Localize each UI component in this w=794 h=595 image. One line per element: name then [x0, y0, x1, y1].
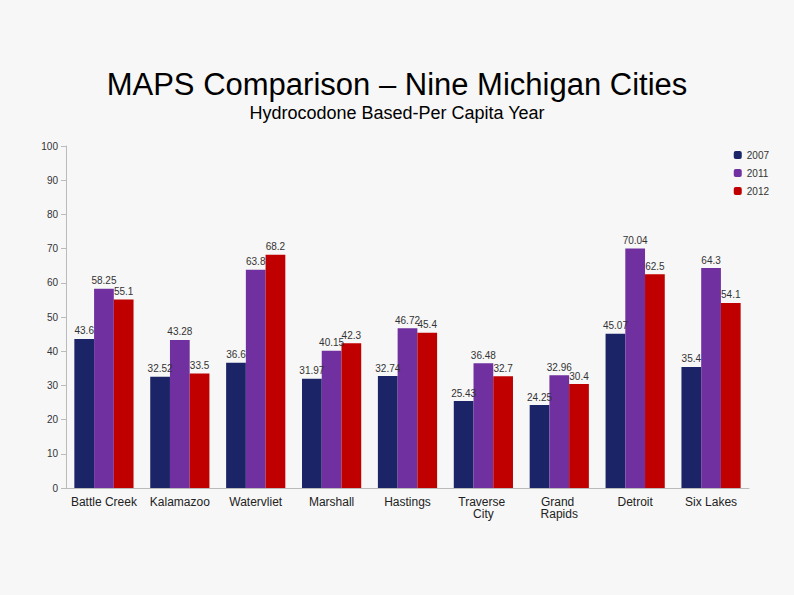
- svg-text:80: 80: [47, 209, 59, 220]
- svg-text:50: 50: [47, 312, 59, 323]
- svg-text:32.74: 32.74: [375, 363, 400, 374]
- svg-text:40.15: 40.15: [319, 337, 345, 349]
- svg-text:35.4: 35.4: [682, 353, 702, 364]
- svg-text:70.04: 70.04: [623, 235, 648, 246]
- svg-text:10: 10: [47, 448, 59, 459]
- svg-text:43.28: 43.28: [167, 326, 192, 337]
- svg-text:64.3: 64.3: [701, 255, 721, 266]
- svg-text:45.07: 45.07: [603, 320, 628, 331]
- svg-text:2012: 2012: [747, 186, 770, 197]
- svg-text:36.6: 36.6: [226, 349, 246, 360]
- svg-text:32.96: 32.96: [546, 361, 572, 373]
- svg-text:55.1: 55.1: [114, 286, 134, 297]
- svg-text:30.4: 30.4: [569, 371, 589, 382]
- svg-text:Hastings: Hastings: [384, 495, 431, 509]
- svg-text:Kalamazoo: Kalamazoo: [150, 495, 210, 509]
- svg-text:24.25: 24.25: [527, 392, 552, 403]
- svg-text:2007: 2007: [747, 150, 770, 161]
- svg-text:City: City: [473, 507, 494, 521]
- svg-text:MAPS Comparison – Nine Michiga: MAPS Comparison – Nine Michigan Cities: [107, 67, 688, 102]
- svg-text:Six Lakes: Six Lakes: [685, 495, 737, 509]
- svg-text:Battle Creek: Battle Creek: [71, 495, 138, 509]
- svg-text:Detroit: Detroit: [617, 495, 653, 509]
- svg-text:60: 60: [47, 277, 59, 288]
- svg-text:58.25: 58.25: [91, 275, 116, 286]
- svg-text:25.43: 25.43: [451, 388, 476, 399]
- svg-text:32.7: 32.7: [493, 363, 513, 374]
- svg-text:30: 30: [47, 380, 59, 391]
- svg-text:62.5: 62.5: [645, 261, 665, 272]
- svg-text:54.1: 54.1: [721, 289, 741, 300]
- svg-text:90: 90: [47, 175, 59, 186]
- svg-text:Rapids: Rapids: [541, 507, 578, 521]
- svg-text:Grand: Grand: [540, 495, 578, 509]
- svg-text:63.8: 63.8: [246, 256, 266, 267]
- svg-text:43.6: 43.6: [74, 325, 94, 336]
- svg-text:20: 20: [47, 414, 59, 425]
- svg-text:Traverse: Traverse: [458, 495, 509, 509]
- svg-text:68.2: 68.2: [266, 241, 286, 252]
- svg-text:2011: 2011: [747, 168, 769, 179]
- svg-text:31.97: 31.97: [299, 365, 324, 376]
- svg-text:Marshall: Marshall: [309, 495, 354, 509]
- svg-text:70: 70: [47, 243, 59, 254]
- svg-text:36.48: 36.48: [471, 350, 496, 361]
- svg-text:Watervliet: Watervliet: [229, 495, 283, 509]
- svg-text:0: 0: [52, 483, 58, 494]
- svg-text:42.3: 42.3: [342, 330, 362, 341]
- svg-text:100: 100: [41, 141, 58, 152]
- svg-text:Hydrocodone Based-Per Capita Y: Hydrocodone Based-Per Capita Year: [249, 103, 544, 123]
- svg-text:46.72: 46.72: [395, 314, 420, 326]
- svg-text:40: 40: [47, 346, 59, 357]
- svg-text:33.5: 33.5: [190, 360, 210, 371]
- svg-text:32.52: 32.52: [148, 363, 173, 374]
- svg-text:45.4: 45.4: [417, 319, 437, 330]
